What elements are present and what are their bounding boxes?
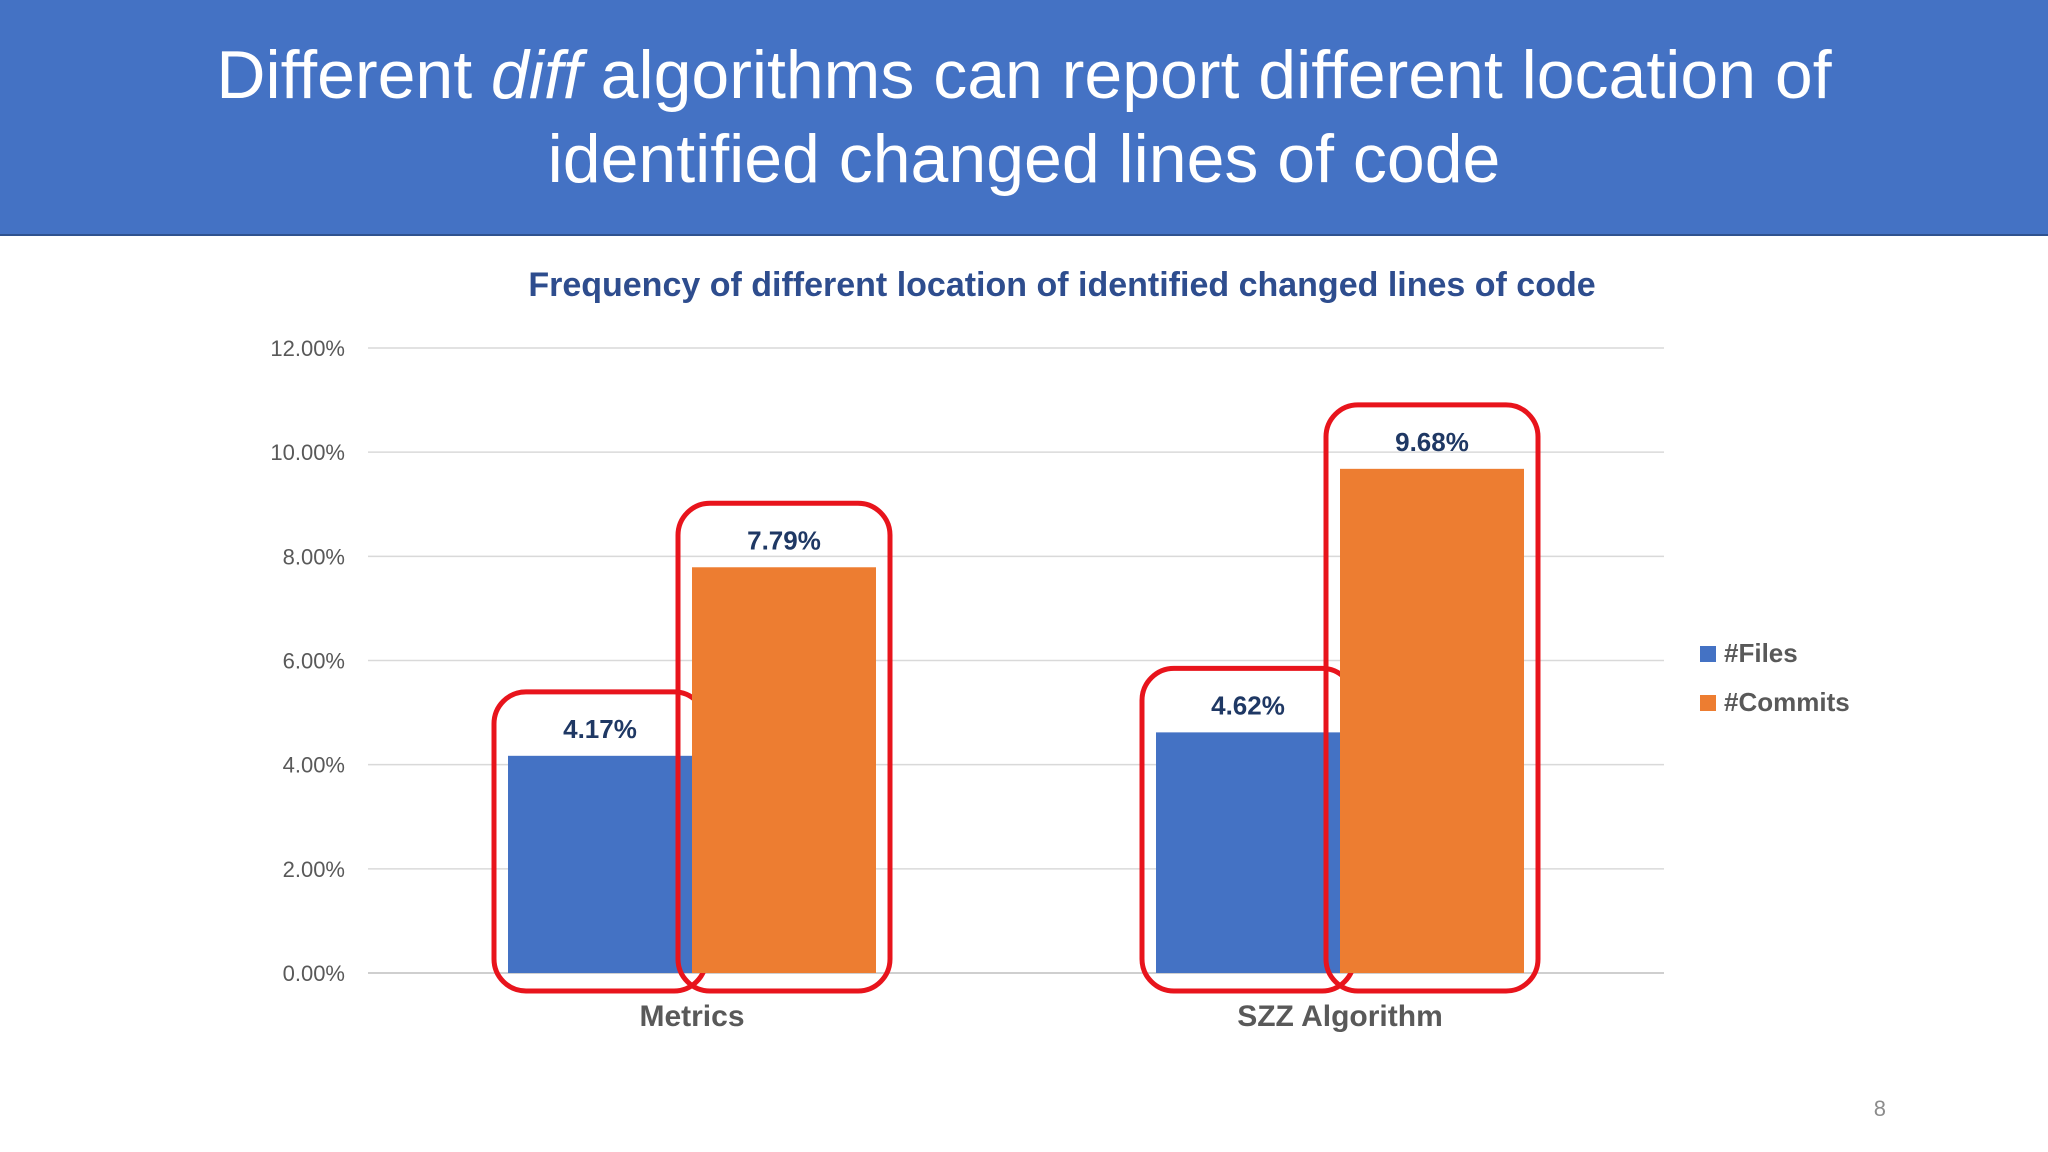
- y-tick-label: 2.00%: [283, 857, 345, 882]
- slide-title: Different diff algorithms can report dif…: [124, 33, 1924, 201]
- y-tick-label: 4.00%: [283, 753, 345, 778]
- y-tick-label: 0.00%: [283, 961, 345, 986]
- highlight-box: [1323, 402, 1541, 994]
- title-banner: Different diff algorithms can report dif…: [0, 0, 2048, 236]
- bar-chart: Frequency of different location of ident…: [270, 266, 1850, 1033]
- bar-commits: [692, 567, 876, 973]
- legend-label: #Commits: [1724, 687, 1850, 717]
- data-label: 4.62%: [1211, 690, 1285, 720]
- bar-commits: [1340, 468, 1524, 973]
- chart-title: Frequency of different location of ident…: [528, 266, 1595, 304]
- page-number: 8: [1873, 1096, 1886, 1121]
- bar-files: [508, 755, 692, 973]
- x-category-label: SZZ Algorithm: [1237, 1000, 1443, 1033]
- legend-label: #Files: [1724, 638, 1798, 668]
- legend-swatch: [1700, 695, 1716, 711]
- data-label: 4.17%: [563, 714, 637, 744]
- y-tick-label: 10.00%: [270, 440, 345, 465]
- slide-title-part2: algorithms can report different location…: [547, 37, 1832, 197]
- data-label: 9.68%: [1395, 427, 1469, 457]
- legend-swatch: [1700, 646, 1716, 662]
- slide-title-italic: diff: [491, 37, 582, 113]
- bar-files: [1156, 732, 1340, 973]
- y-tick-label: 8.00%: [283, 544, 345, 569]
- slide-title-part1: Different: [216, 37, 492, 113]
- y-tick-label: 6.00%: [283, 649, 345, 674]
- highlight-box: [675, 500, 893, 994]
- x-category-label: Metrics: [639, 1000, 744, 1033]
- y-tick-label: 12.00%: [270, 336, 345, 361]
- data-label: 7.79%: [747, 525, 821, 555]
